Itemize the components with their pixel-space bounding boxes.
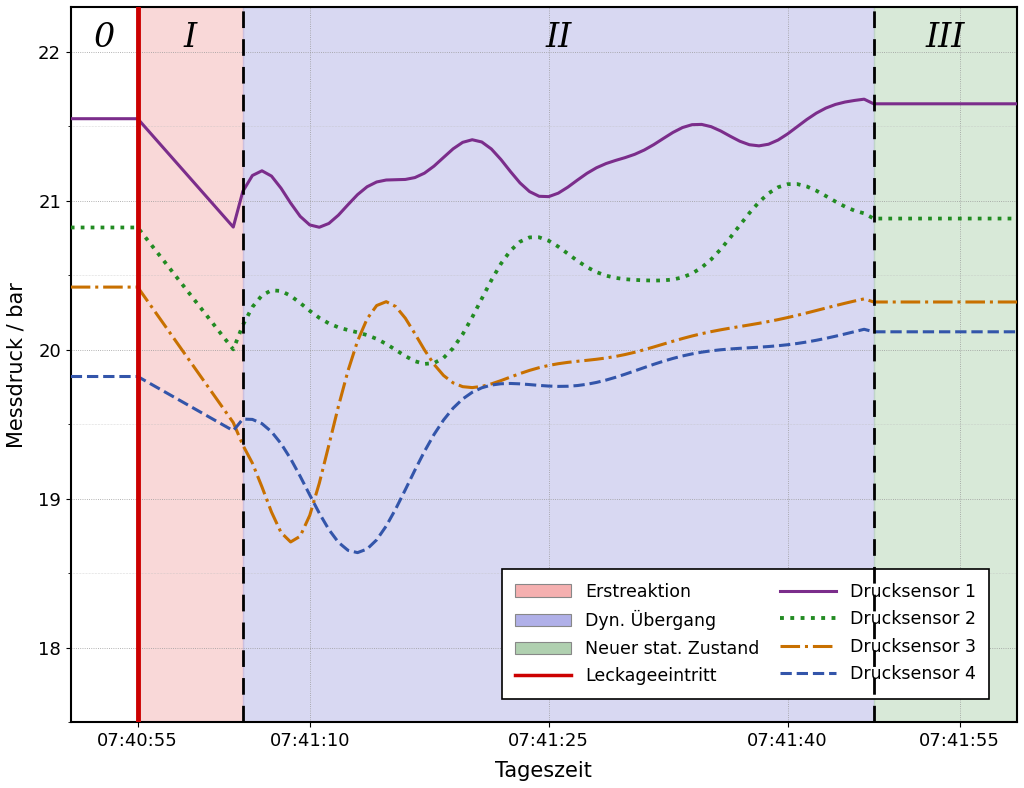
Bar	[71, 7, 137, 723]
Bar	[873, 7, 1017, 723]
Text: II: II	[545, 22, 571, 54]
Text: I: I	[183, 22, 197, 54]
Bar	[137, 7, 243, 723]
Bar	[243, 7, 873, 723]
Text: III: III	[926, 22, 965, 54]
Legend: Erstreaktion, Dyn. Übergang, Neuer stat. Zustand, Leckageeintritt, Drucksensor 1: Erstreaktion, Dyn. Übergang, Neuer stat.…	[502, 569, 989, 699]
X-axis label: Tageszeit: Tageszeit	[496, 761, 592, 781]
Y-axis label: Messdruck / bar: Messdruck / bar	[7, 281, 27, 448]
Text: 0: 0	[93, 22, 115, 54]
